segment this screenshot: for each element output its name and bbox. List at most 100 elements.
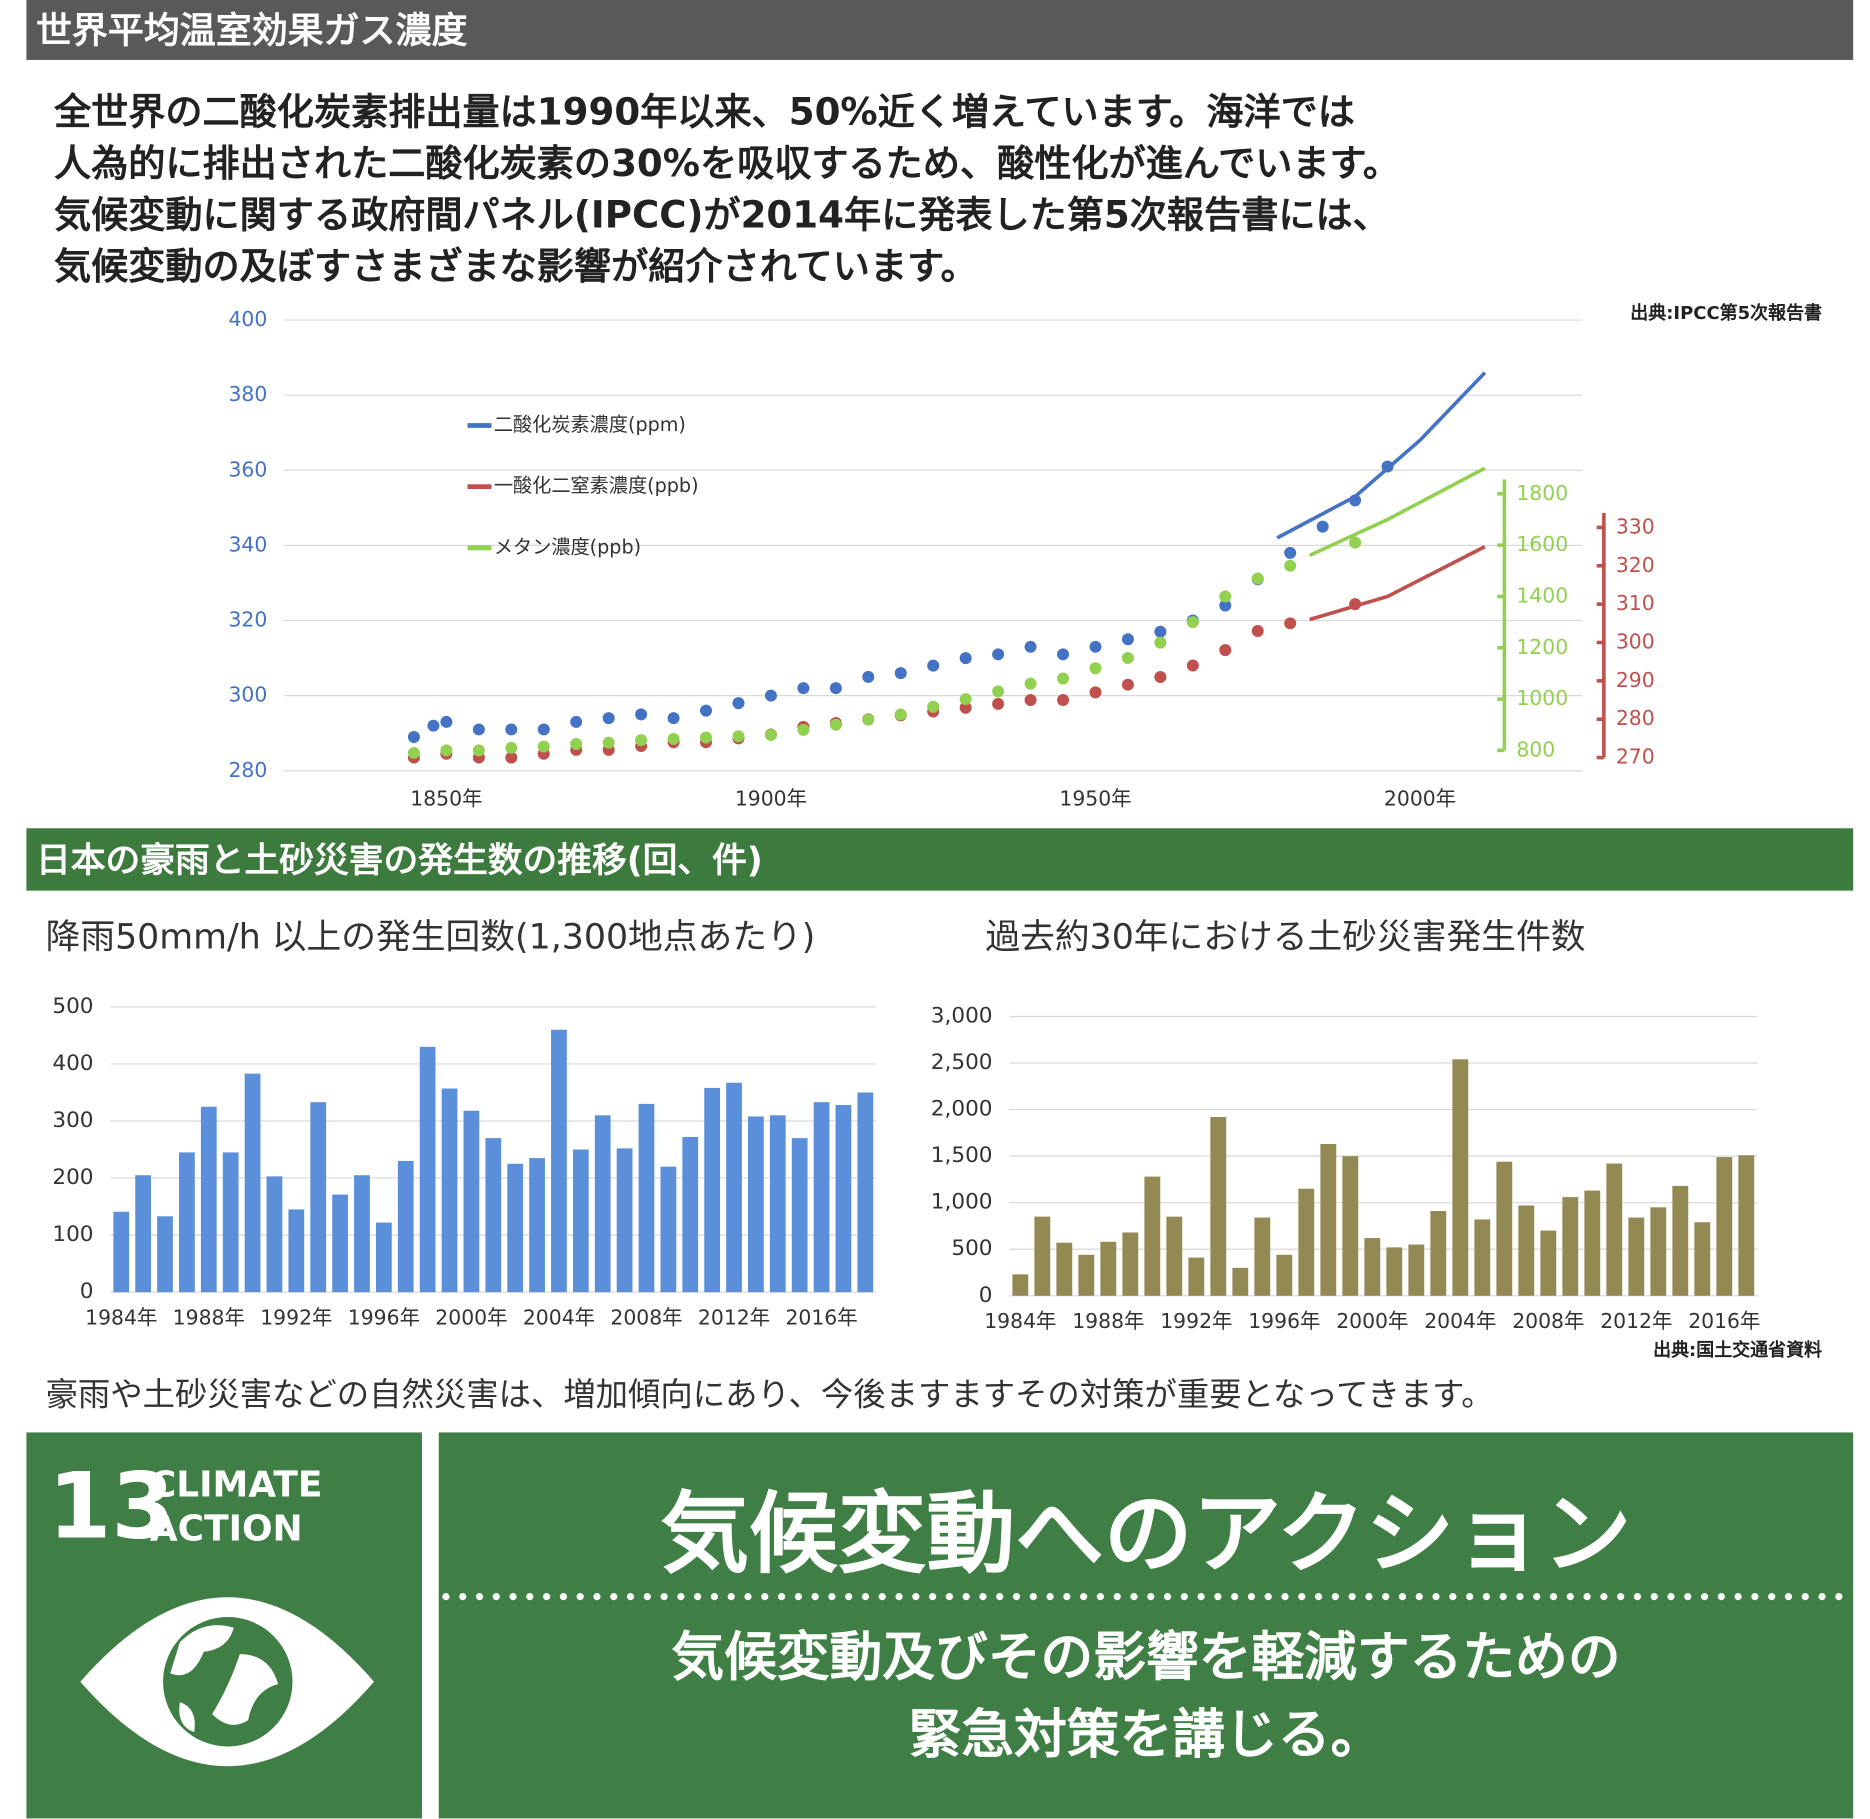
data-point — [927, 659, 940, 672]
data-point — [927, 700, 940, 713]
data-point — [1154, 636, 1167, 649]
data-point — [829, 682, 842, 695]
data-point — [829, 718, 842, 731]
bar — [1738, 1155, 1755, 1296]
bar — [1364, 1238, 1381, 1296]
bar — [200, 1106, 217, 1293]
data-point — [407, 730, 420, 743]
bar — [113, 1211, 130, 1293]
header-bar — [26, 0, 1854, 60]
y-tick-label: 2,500 — [931, 1050, 993, 1075]
bar — [1122, 1232, 1139, 1296]
y-tick-label: 0 — [80, 1279, 94, 1304]
data-point — [1057, 672, 1070, 685]
data-point — [1284, 559, 1297, 572]
x-tick-label: 2016年 — [785, 1306, 857, 1330]
bar — [244, 1073, 261, 1293]
bar — [1650, 1207, 1667, 1296]
y-tick-label: 300 — [52, 1108, 93, 1133]
bar — [1320, 1144, 1337, 1296]
y-tick-label: 400 — [228, 307, 267, 331]
y-tick-label: 280 — [1616, 706, 1655, 730]
y-tick-label: 380 — [228, 382, 267, 406]
bar — [375, 1222, 392, 1293]
data-point — [862, 713, 875, 726]
data-point — [992, 697, 1005, 710]
bar — [1474, 1219, 1491, 1296]
data-point — [1057, 694, 1070, 707]
x-tick-label: 2004年 — [1424, 1309, 1496, 1333]
legend-label: メタン濃度(ppb) — [494, 535, 641, 558]
data-point — [440, 744, 453, 757]
bar — [135, 1175, 152, 1293]
data-line — [1308, 466, 1486, 558]
y-tick-label: 290 — [1616, 668, 1655, 692]
data-point — [505, 751, 518, 764]
x-tick-label: 1988年 — [173, 1306, 245, 1330]
y-tick-label: 1400 — [1516, 583, 1568, 607]
data-point — [862, 670, 875, 683]
x-tick-label: 2000年 — [1384, 787, 1456, 811]
data-point — [1024, 694, 1037, 707]
header-title: 世界平均温室効果ガス濃度 — [36, 10, 467, 51]
bar — [1034, 1216, 1051, 1296]
sdg-subtitle: 緊急対策を講じる。 — [909, 1705, 1384, 1766]
bar — [485, 1138, 502, 1293]
y-tick-label: 0 — [979, 1283, 993, 1308]
bar — [1606, 1163, 1623, 1296]
data-point — [894, 667, 907, 680]
x-tick-label: 1984年 — [85, 1306, 157, 1330]
bar — [1540, 1230, 1557, 1296]
bar — [1716, 1157, 1733, 1296]
data-point — [570, 737, 583, 750]
x-tick-label: 2016年 — [1688, 1309, 1760, 1333]
bar — [748, 1116, 764, 1293]
y-tick-label: 360 — [228, 457, 267, 481]
x-tick-label: 1996年 — [1248, 1309, 1320, 1333]
bar — [1430, 1211, 1447, 1296]
data-point — [1284, 546, 1297, 559]
bar — [1012, 1274, 1029, 1296]
data-point — [894, 708, 907, 721]
bar — [1584, 1190, 1601, 1296]
bar — [1188, 1257, 1205, 1296]
bar — [1672, 1185, 1689, 1296]
source: 出典:IPCC第5次報告書 — [1630, 302, 1822, 324]
data-point — [1219, 590, 1232, 603]
data-point — [570, 715, 583, 728]
globe-land — [170, 1625, 279, 1733]
data-point — [992, 648, 1005, 661]
data-point — [472, 744, 485, 757]
data-point — [537, 740, 550, 753]
header-bar — [26, 828, 1854, 891]
x-tick-label: 1992年 — [1160, 1309, 1232, 1333]
bar — [179, 1152, 195, 1293]
bar — [638, 1103, 655, 1293]
bar — [1254, 1217, 1271, 1296]
intro-line: 人為的に排出された二酸化炭素の30%を吸収するため、酸性化が進んでいます。 — [54, 142, 1400, 185]
bar — [507, 1163, 524, 1293]
x-tick-label: 1900年 — [735, 787, 807, 811]
data-point — [602, 736, 615, 749]
bar — [1496, 1161, 1513, 1296]
data-point — [1349, 536, 1362, 549]
data-point — [440, 715, 453, 728]
data-point — [1316, 520, 1329, 533]
bar — [1056, 1242, 1073, 1296]
bar — [1144, 1176, 1161, 1296]
data-point — [732, 730, 745, 743]
bar — [791, 1138, 808, 1293]
data-point — [992, 685, 1005, 698]
data-point — [700, 704, 713, 717]
bar — [157, 1216, 173, 1293]
y-tick-label: 1200 — [1516, 635, 1568, 659]
data-point — [959, 693, 972, 706]
y-tick-label: 280 — [228, 758, 267, 782]
bar — [463, 1110, 480, 1293]
x-tick-label: 2000年 — [1336, 1309, 1408, 1333]
y-tick-label: 270 — [1616, 745, 1655, 769]
data-point — [1089, 662, 1102, 675]
bar — [857, 1092, 874, 1293]
